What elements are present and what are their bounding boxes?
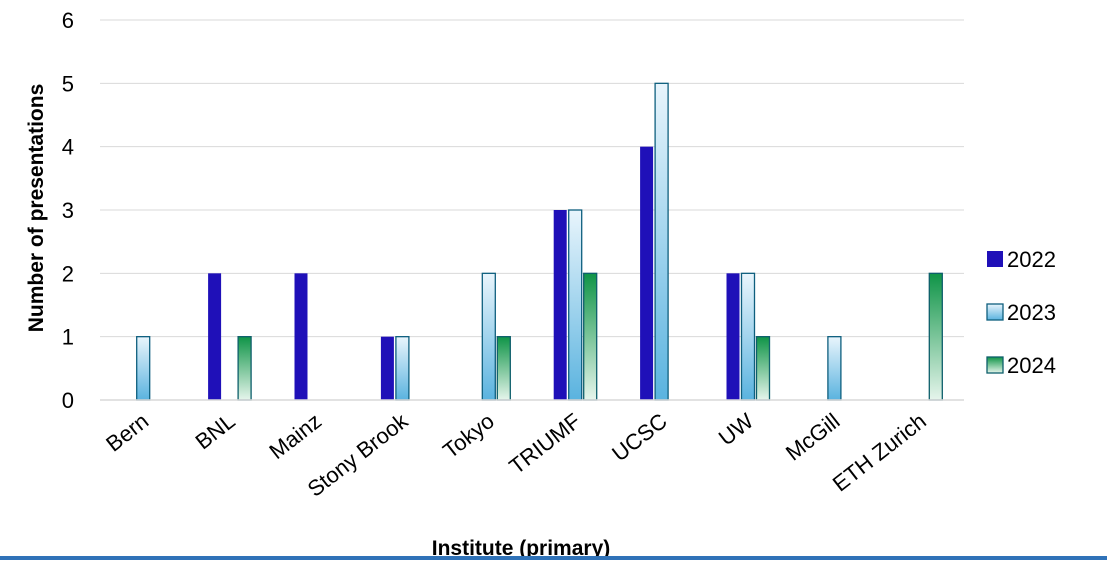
legend-label-2024: 2024 — [1007, 353, 1056, 378]
bar-2022-bnl — [208, 273, 222, 400]
legend-swatch-2023 — [986, 303, 1004, 321]
bars — [136, 82, 943, 401]
x-tick-label: Mainz — [264, 408, 326, 464]
bar-2022-uw — [726, 273, 740, 400]
x-tick-label: ETH Zurich — [828, 408, 931, 496]
x-tick-label: McGill — [781, 408, 845, 465]
x-tick-label: BNL — [191, 408, 240, 454]
bar-2023-triumf — [568, 209, 583, 401]
x-tick-label: Bern — [101, 408, 153, 456]
bar-2022-stony-brook — [380, 336, 394, 400]
legend-label-2023: 2023 — [1007, 300, 1056, 325]
bar-2022-mainz — [294, 273, 308, 400]
y-tick-label: 6 — [62, 8, 74, 33]
y-tick-label: 2 — [62, 261, 74, 286]
bar-2023-bern — [136, 336, 151, 401]
y-tick-label: 4 — [62, 135, 74, 160]
bar-2024-uw — [755, 336, 771, 401]
legend-swatch-2022 — [987, 251, 1003, 267]
bar-2023-uw — [740, 272, 756, 401]
x-tick-label: UW — [714, 408, 758, 450]
x-axis-title: Institute (primary) — [432, 537, 611, 560]
x-tick-label: TRIUMF — [504, 408, 585, 479]
x-tick-label: UCSC — [607, 408, 672, 466]
legend: 2022 2023 2024 — [986, 247, 1056, 378]
bar-2023-ucsc — [654, 82, 669, 401]
y-tick-label: 3 — [62, 198, 74, 223]
bar-2024-triumf — [583, 272, 598, 401]
legend-swatch-2024 — [986, 356, 1004, 374]
y-axis-ticks: 0 1 2 3 4 5 6 — [62, 8, 74, 413]
y-tick-label: 0 — [62, 388, 74, 413]
bar-2024-eth-zurich — [928, 272, 943, 401]
y-tick-label: 1 — [62, 325, 74, 350]
y-tick-label: 5 — [62, 71, 74, 96]
bar-2024-tokyo — [496, 336, 511, 401]
bar-2023-mcgill — [827, 336, 842, 401]
x-tick-label: Tokyo — [438, 408, 499, 463]
bar-2023-stony-brook — [395, 336, 410, 401]
bar-2023-tokyo — [481, 272, 496, 401]
gridlines — [100, 19, 964, 338]
bar-2022-triumf — [553, 210, 567, 400]
bar-2022-ucsc — [640, 146, 654, 400]
bottom-rule — [0, 556, 1107, 560]
bar-2024-bnl — [237, 336, 252, 401]
y-axis-title: Number of presentations — [25, 84, 48, 333]
legend-label-2022: 2022 — [1007, 247, 1056, 272]
